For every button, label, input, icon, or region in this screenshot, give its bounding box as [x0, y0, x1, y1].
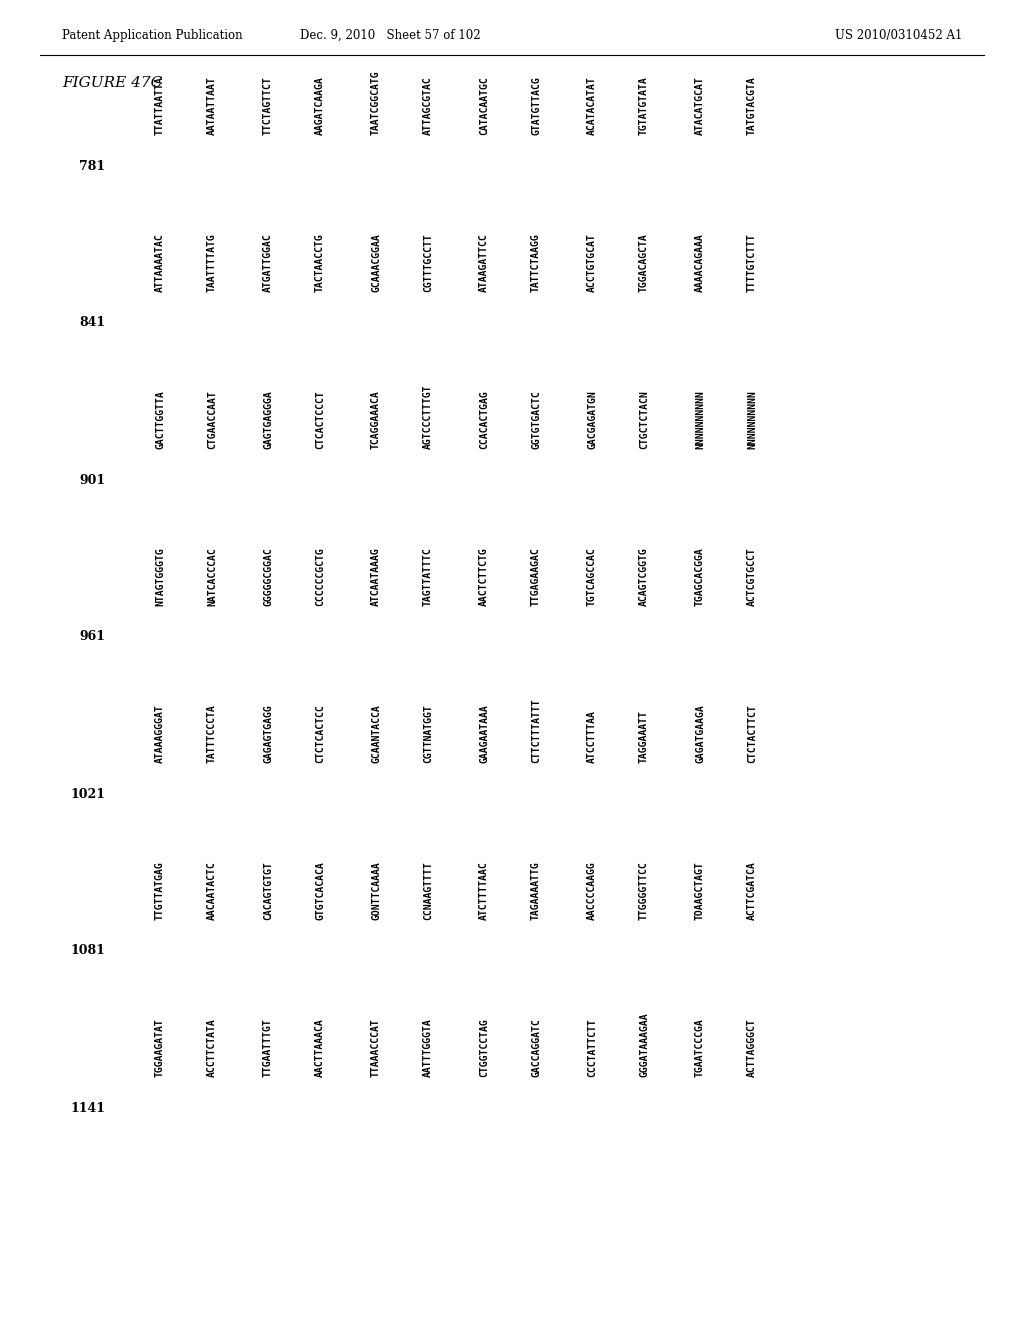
Text: TCAGGAAACA: TCAGGAAACA: [371, 391, 381, 449]
Text: GAAGAATAAA: GAAGAATAAA: [479, 705, 489, 763]
Text: CCCCCCGCTG: CCCCCCGCTG: [315, 548, 325, 606]
Text: TGGACAGCTA: TGGACAGCTA: [639, 234, 649, 292]
Text: GCAAACGGAA: GCAAACGGAA: [371, 234, 381, 292]
Text: GGGATAAAGAA: GGGATAAAGAA: [639, 1012, 649, 1077]
Text: AACTTAAACA: AACTTAAACA: [315, 1018, 325, 1077]
Text: ATGATTGGAC: ATGATTGGAC: [263, 234, 273, 292]
Text: ATAAAGGGAT: ATAAAGGGAT: [155, 705, 165, 763]
Text: GACGAGATGN: GACGAGATGN: [587, 391, 597, 449]
Text: CTGAACCAAT: CTGAACCAAT: [207, 391, 217, 449]
Text: 841: 841: [79, 317, 105, 330]
Text: CACAGTGTGT: CACAGTGTGT: [263, 861, 273, 920]
Text: AACTCTTCTG: AACTCTTCTG: [479, 548, 489, 606]
Text: TATTCTAAGG: TATTCTAAGG: [531, 234, 541, 292]
Text: GGGGGCGGAC: GGGGGCGGAC: [263, 548, 273, 606]
Text: ACCTGTGCAT: ACCTGTGCAT: [587, 234, 597, 292]
Text: TAGAAAATTG: TAGAAAATTG: [531, 861, 541, 920]
Text: GACTTGGTTA: GACTTGGTTA: [155, 391, 165, 449]
Text: TGTCAGCCAC: TGTCAGCCAC: [587, 548, 597, 606]
Text: 781: 781: [79, 160, 105, 173]
Text: GGTGTGACTC: GGTGTGACTC: [531, 391, 541, 449]
Text: TGGAAGATAT: TGGAAGATAT: [155, 1018, 165, 1077]
Text: CTGCTCTACN: CTGCTCTACN: [639, 391, 649, 449]
Text: 1081: 1081: [70, 945, 105, 957]
Text: ACATACATAT: ACATACATAT: [587, 77, 597, 135]
Text: TAATCGGCATG: TAATCGGCATG: [371, 70, 381, 135]
Text: FIGURE 47C: FIGURE 47C: [62, 77, 162, 90]
Text: TAGGAAATT: TAGGAAATT: [639, 710, 649, 763]
Text: TGTATGTATA: TGTATGTATA: [639, 77, 649, 135]
Text: GTGTCACACA: GTGTCACACA: [315, 861, 325, 920]
Text: CCNAAGTTTT: CCNAAGTTTT: [423, 861, 433, 920]
Text: TAATTTTATG: TAATTTTATG: [207, 234, 217, 292]
Text: TAGTTATTTC: TAGTTATTTC: [423, 548, 433, 606]
Text: TATTTCCCTA: TATTTCCCTA: [207, 705, 217, 763]
Text: CTCACTCCCT: CTCACTCCCT: [315, 391, 325, 449]
Text: TGAATCCCGA: TGAATCCCGA: [695, 1018, 705, 1077]
Text: CGTTTGCCTT: CGTTTGCCTT: [423, 234, 433, 292]
Text: ACAGTCGGTG: ACAGTCGGTG: [639, 548, 649, 606]
Text: TTAAACCCAT: TTAAACCCAT: [371, 1018, 381, 1077]
Text: TTGAGAAGAC: TTGAGAAGAC: [531, 548, 541, 606]
Text: GAGAGTGAGG: GAGAGTGAGG: [263, 705, 273, 763]
Text: AAAACAGAAA: AAAACAGAAA: [695, 234, 705, 292]
Text: TTTTGTCTTT: TTTTGTCTTT: [746, 234, 757, 292]
Text: NNNNNNNNNN: NNNNNNNNNN: [695, 391, 705, 449]
Text: TTATTAATTA: TTATTAATTA: [155, 77, 165, 135]
Text: GACCAGGATC: GACCAGGATC: [531, 1018, 541, 1077]
Text: 961: 961: [79, 631, 105, 644]
Text: 1141: 1141: [70, 1101, 105, 1114]
Text: CCCTATTCTT: CCCTATTCTT: [587, 1018, 597, 1077]
Text: AAGATCAAGA: AAGATCAAGA: [315, 77, 325, 135]
Text: TTGGGGTTCC: TTGGGGTTCC: [639, 861, 649, 920]
Text: ACTTCGATCA: ACTTCGATCA: [746, 861, 757, 920]
Text: AACAATACTC: AACAATACTC: [207, 861, 217, 920]
Text: CTCTACTTCT: CTCTACTTCT: [746, 705, 757, 763]
Text: AGTCCCTTTGT: AGTCCCTTTGT: [423, 384, 433, 449]
Text: 1021: 1021: [70, 788, 105, 800]
Text: CATACAATGC: CATACAATGC: [479, 77, 489, 135]
Text: CTGGTCCTAG: CTGGTCCTAG: [479, 1018, 489, 1077]
Text: TTGAATTTGT: TTGAATTTGT: [263, 1018, 273, 1077]
Text: Dec. 9, 2010   Sheet 57 of 102: Dec. 9, 2010 Sheet 57 of 102: [300, 29, 480, 41]
Text: ATCAATAAAG: ATCAATAAAG: [371, 548, 381, 606]
Text: GTATGTTACG: GTATGTTACG: [531, 77, 541, 135]
Text: ATACATGCAT: ATACATGCAT: [695, 77, 705, 135]
Text: ATTAAAATAC: ATTAAAATAC: [155, 234, 165, 292]
Text: NNNNNNNNNN: NNNNNNNNNN: [746, 391, 757, 449]
Text: CGTTNATGGT: CGTTNATGGT: [423, 705, 433, 763]
Text: ACTCGTGCCT: ACTCGTGCCT: [746, 548, 757, 606]
Text: GAGTGAGGGA: GAGTGAGGGA: [263, 391, 273, 449]
Text: ATCTTTTAAC: ATCTTTTAAC: [479, 861, 489, 920]
Text: ATTAGCGTAC: ATTAGCGTAC: [423, 77, 433, 135]
Text: GCAANTACCA: GCAANTACCA: [371, 705, 381, 763]
Text: TTCTAGTTCT: TTCTAGTTCT: [263, 77, 273, 135]
Text: ACCTTCTATA: ACCTTCTATA: [207, 1018, 217, 1077]
Text: TACTAACCTG: TACTAACCTG: [315, 234, 325, 292]
Text: AATAATTAAT: AATAATTAAT: [207, 77, 217, 135]
Text: TTGTTATGAG: TTGTTATGAG: [155, 861, 165, 920]
Text: GAGATGAAGA: GAGATGAAGA: [695, 705, 705, 763]
Text: ATCCTTTAA: ATCCTTTAA: [587, 710, 597, 763]
Text: AACCCCAAGG: AACCCCAAGG: [587, 861, 597, 920]
Text: ACTTAGGGCT: ACTTAGGGCT: [746, 1018, 757, 1077]
Text: CCACACTGAG: CCACACTGAG: [479, 391, 489, 449]
Text: GONTTCAAAA: GONTTCAAAA: [371, 861, 381, 920]
Text: CTTCTTTATTT: CTTCTTTATTT: [531, 698, 541, 763]
Text: NATCACCCAC: NATCACCCAC: [207, 548, 217, 606]
Text: US 2010/0310452 A1: US 2010/0310452 A1: [835, 29, 962, 41]
Text: TOAAGCTAGT: TOAAGCTAGT: [695, 861, 705, 920]
Text: TATGTACGTA: TATGTACGTA: [746, 77, 757, 135]
Text: Patent Application Publication: Patent Application Publication: [62, 29, 243, 41]
Text: CTCTCACTCC: CTCTCACTCC: [315, 705, 325, 763]
Text: AATTTGGGTA: AATTTGGGTA: [423, 1018, 433, 1077]
Text: 901: 901: [79, 474, 105, 487]
Text: NTAGTGGGTG: NTAGTGGGTG: [155, 548, 165, 606]
Text: TGAGCACGGA: TGAGCACGGA: [695, 548, 705, 606]
Text: ATAAGATTCC: ATAAGATTCC: [479, 234, 489, 292]
